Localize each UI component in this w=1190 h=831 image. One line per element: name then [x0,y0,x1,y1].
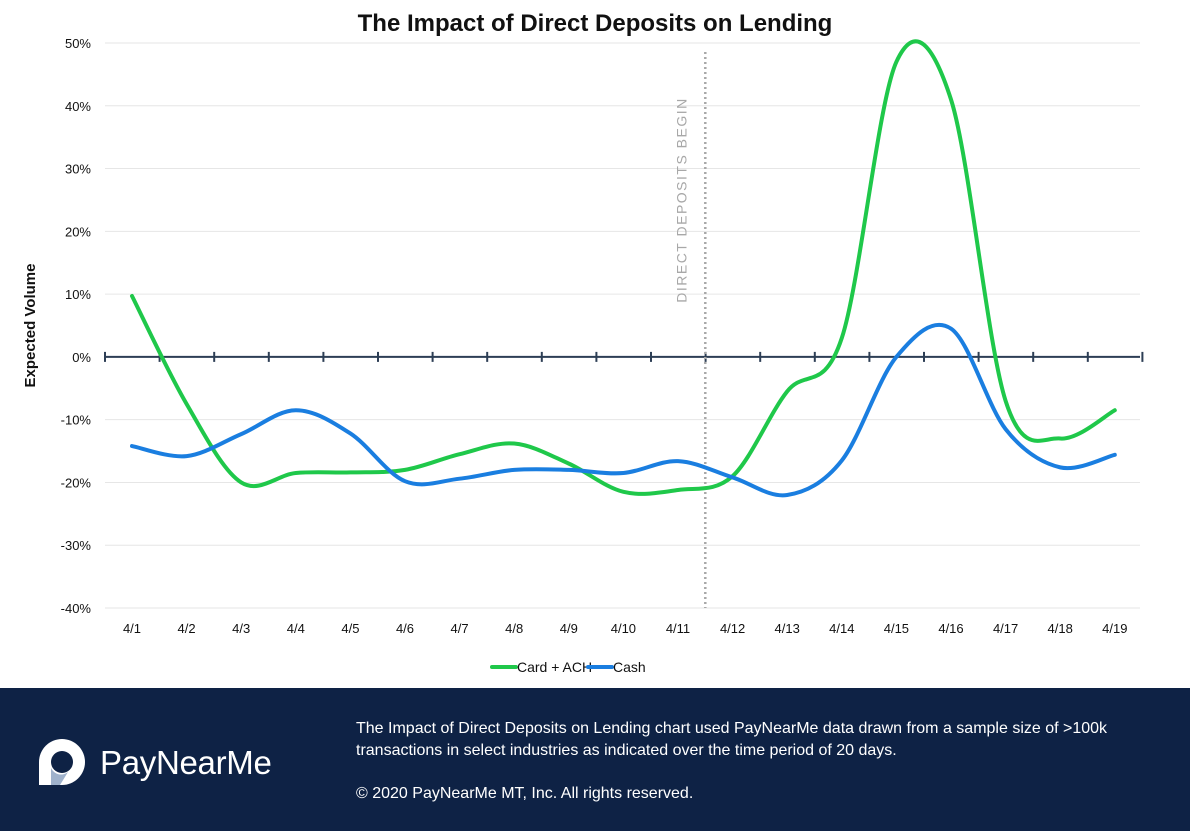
x-tick-label: 4/14 [829,621,854,636]
x-tick-label: 4/3 [232,621,250,636]
x-tick-label: 4/18 [1048,621,1073,636]
footer-description: The Impact of Direct Deposits on Lending… [356,720,1108,759]
y-tick-label: 50% [65,36,91,51]
x-tick-label: 4/11 [666,621,690,636]
x-tick-label: 4/13 [775,621,800,636]
x-tick-label: 4/6 [396,621,414,636]
y-tick-label: 0% [72,350,91,365]
y-tick-label: -10% [61,413,92,428]
y-tick-label: -20% [61,475,92,490]
series-line-cash [130,322,1117,498]
x-tick-label: 4/9 [560,621,578,636]
chart-title: The Impact of Direct Deposits on Lending [357,10,833,37]
series-line-card-ach [130,39,1117,496]
x-tick-label: 4/4 [287,621,305,636]
legend: Card + ACH Cash [490,659,646,675]
x-tick-label: 4/17 [993,621,1018,636]
x-tick-label: 4/12 [720,621,745,636]
legend-label: Cash [613,659,646,675]
y-tick-label: 30% [65,162,91,177]
x-tick-label: 4/19 [1102,621,1127,636]
brand-name: PayNearMe [100,744,272,781]
y-tick-label: -40% [61,601,92,616]
paynearme-logo: PayNearMe [38,738,272,788]
line-chart: 50% 40% 30% 20% 10% 0% -10% -20% -30% -40% Expecte… [22,36,1144,675]
x-tick-label: 4/10 [611,621,636,636]
x-tick-label: 4/8 [505,621,523,636]
y-axis-label: Expected Volume [22,264,39,388]
legend-label: Card + ACH [517,659,592,675]
y-tick-label: -30% [61,538,92,553]
footer-banner: PayNearMe The Impact of Direct Deposits … [0,688,1190,831]
footer-copyright: © 2020 PayNearMe MT, Inc. All rights res… [356,785,694,802]
x-tick-label: 4/7 [451,621,469,636]
x-tick-label: 4/15 [884,621,909,636]
y-tick-label: 40% [65,99,91,114]
direct-deposits-annotation: DIRECT DEPOSITS BEGIN [673,97,689,303]
x-tick-label: 4/16 [938,621,963,636]
x-tick-label: 4/1 [123,621,141,636]
y-tick-label: 10% [65,287,91,302]
x-tick-label: 4/2 [178,621,196,636]
y-tick-label: 20% [65,224,91,239]
logo-mark-icon [39,739,85,785]
x-tick-label: 4/5 [341,621,359,636]
